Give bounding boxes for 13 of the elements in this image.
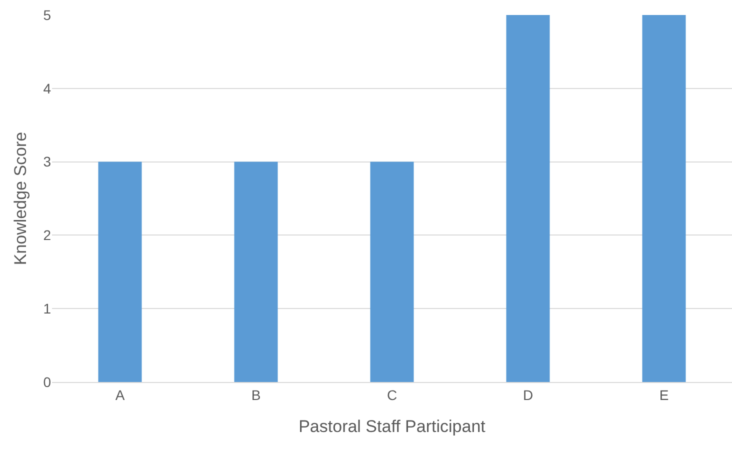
y-axis-title: Knowledge Score [10, 132, 30, 266]
y-tick-label: 4 [43, 80, 52, 96]
x-tick-label: A [115, 386, 126, 403]
y-tick-label: 1 [43, 300, 52, 316]
x-tick-label: B [251, 386, 261, 403]
x-tick-label: E [659, 386, 669, 403]
x-tick-label: C [386, 386, 398, 403]
y-tick-label: 2 [43, 227, 52, 244]
y-tick-label: 5 [43, 6, 52, 23]
y-tick-label: 0 [43, 374, 52, 390]
x-axis-title: Pastoral Staff Participant [298, 417, 486, 436]
y-tick-label: 3 [43, 154, 52, 170]
x-tick-label: D [522, 386, 534, 403]
